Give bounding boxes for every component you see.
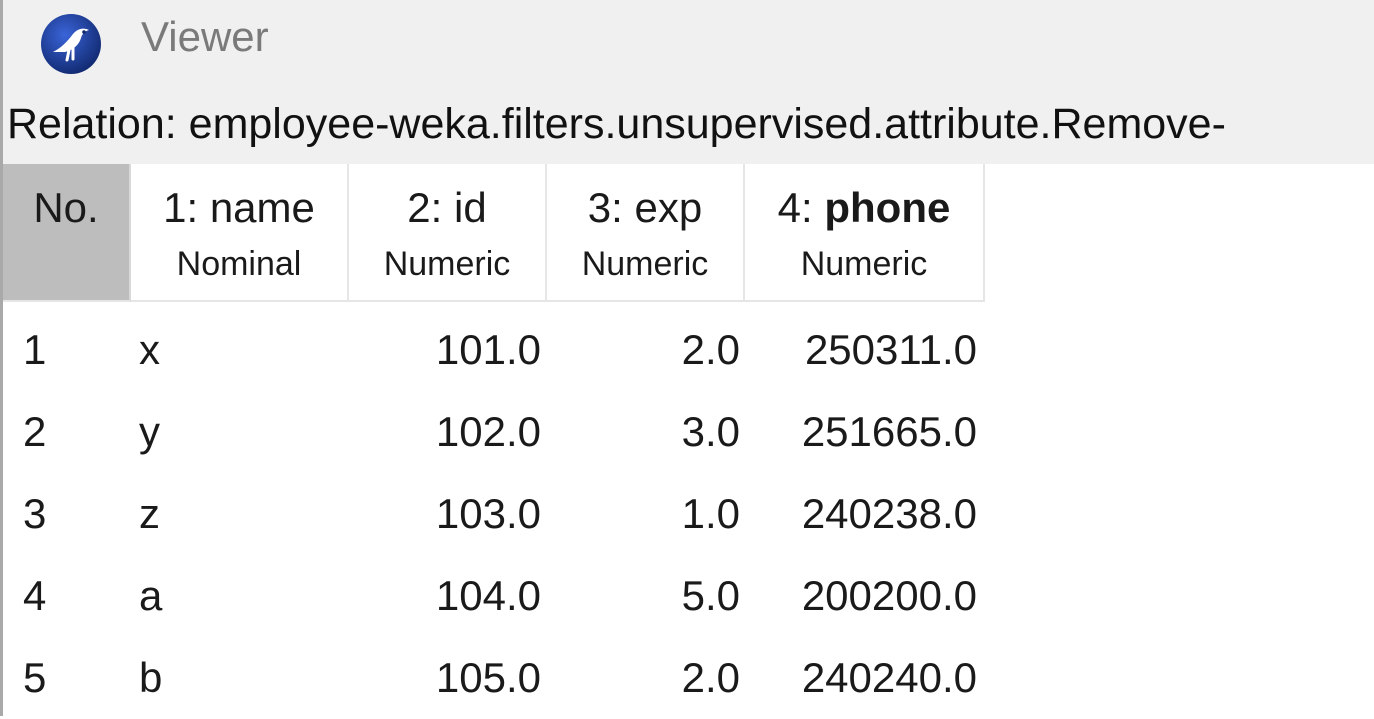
cell-phone[interactable]: 240240.0 bbox=[801, 654, 977, 701]
column-index: 2: bbox=[407, 184, 443, 231]
column-type: Numeric bbox=[800, 245, 928, 283]
cell-exp[interactable]: 2.0 bbox=[681, 654, 740, 701]
relation-label: Relation: employee-weka.filters.unsuperv… bbox=[7, 100, 1226, 148]
table-row[interactable]: 4 a 104.0 5.0 200200.0 bbox=[3, 555, 993, 637]
cell-phone[interactable]: 240238.0 bbox=[801, 490, 977, 537]
cell-name[interactable]: y bbox=[139, 408, 160, 455]
column-name: id bbox=[454, 184, 487, 231]
column-type: Numeric bbox=[383, 245, 511, 283]
table-row[interactable]: 1 x 101.0 2.0 250311.0 bbox=[3, 309, 993, 391]
cell-exp[interactable]: 5.0 bbox=[681, 572, 740, 619]
cell-id[interactable]: 104.0 bbox=[435, 572, 541, 619]
cell-id[interactable]: 105.0 bbox=[435, 654, 541, 701]
data-table: No. 1: name Nominal 2: id Numeric 3: exp… bbox=[3, 164, 1374, 716]
cell-no[interactable]: 2 bbox=[23, 408, 47, 455]
cell-no[interactable]: 4 bbox=[23, 572, 47, 619]
table-row[interactable]: 3 z 103.0 1.0 240238.0 bbox=[3, 473, 993, 555]
column-header-name[interactable]: 1: name Nominal bbox=[131, 164, 349, 302]
column-header-id[interactable]: 2: id Numeric bbox=[349, 164, 547, 302]
cell-phone[interactable]: 250311.0 bbox=[804, 326, 977, 373]
table-row[interactable]: 2 y 102.0 3.0 251665.0 bbox=[3, 391, 993, 473]
cell-phone[interactable]: 200200.0 bbox=[801, 572, 977, 619]
table-row[interactable]: 5 b 105.0 2.0 240240.0 bbox=[3, 637, 993, 719]
column-type: Nominal bbox=[176, 245, 302, 283]
column-index: 4: bbox=[777, 184, 813, 231]
cell-exp[interactable]: 3.0 bbox=[681, 408, 740, 455]
column-name: name bbox=[209, 184, 315, 231]
relation-bar: Relation: employee-weka.filters.unsuperv… bbox=[3, 82, 1374, 164]
column-header-no-label: No. bbox=[33, 184, 99, 231]
cell-id[interactable]: 102.0 bbox=[435, 408, 541, 455]
cell-id[interactable]: 101.0 bbox=[435, 326, 541, 373]
weka-bird-icon bbox=[39, 12, 103, 76]
cell-name[interactable]: a bbox=[139, 572, 163, 619]
window-title: Viewer bbox=[141, 13, 269, 60]
window-left-border bbox=[0, 0, 3, 716]
cell-no[interactable]: 1 bbox=[23, 326, 47, 373]
cell-name[interactable]: b bbox=[139, 654, 163, 701]
cell-phone[interactable]: 251665.0 bbox=[801, 408, 977, 455]
column-type: Numeric bbox=[581, 245, 709, 283]
column-header-exp[interactable]: 3: exp Numeric bbox=[547, 164, 745, 302]
cell-exp[interactable]: 2.0 bbox=[681, 326, 740, 373]
column-name: exp bbox=[634, 184, 703, 231]
cell-exp[interactable]: 1.0 bbox=[681, 490, 740, 537]
column-index: 1: bbox=[163, 184, 199, 231]
title-bar: Viewer bbox=[3, 0, 1374, 82]
column-header-no[interactable]: No. bbox=[3, 164, 131, 302]
cell-no[interactable]: 3 bbox=[23, 490, 47, 537]
cell-id[interactable]: 103.0 bbox=[435, 490, 541, 537]
column-index: 3: bbox=[587, 184, 623, 231]
cell-no[interactable]: 5 bbox=[23, 654, 47, 701]
column-header-phone[interactable]: 4: phone Numeric bbox=[745, 164, 985, 302]
column-name: phone bbox=[824, 184, 951, 231]
cell-name[interactable]: z bbox=[139, 490, 160, 537]
cell-name[interactable]: x bbox=[139, 326, 160, 373]
